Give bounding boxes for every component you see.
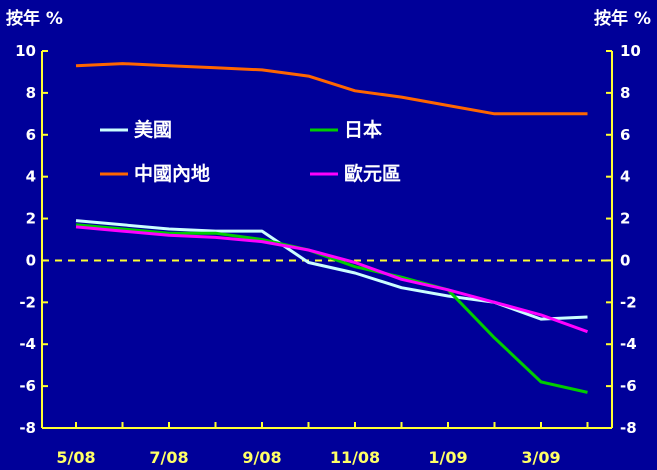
- left-y-tick-label: -4: [19, 335, 36, 353]
- x-tick-label: 1/09: [428, 448, 467, 467]
- legend-label-1: 美國: [134, 118, 172, 141]
- left-y-tick-label: 6: [26, 126, 36, 144]
- right-y-tick-label: 8: [620, 84, 630, 102]
- left-y-tick-label: -2: [19, 293, 36, 311]
- left-y-tick-label: 2: [26, 210, 36, 228]
- left-y-tick-label: 4: [26, 168, 36, 186]
- series-line-3: [75, 62, 588, 116]
- series-line-1: [75, 219, 588, 321]
- x-tick-label: 11/08: [330, 448, 380, 467]
- right-y-tick-label: -8: [620, 419, 637, 437]
- series-line-2: [75, 223, 588, 394]
- series-line-4: [75, 225, 589, 334]
- right-y-tick-label: 6: [620, 126, 630, 144]
- x-tick-label: 5/08: [56, 448, 95, 467]
- right-y-tick-label: 2: [620, 210, 630, 228]
- x-tick-label: 7/08: [149, 448, 188, 467]
- series-lines: [75, 62, 589, 394]
- x-tick-label: 3/09: [521, 448, 560, 467]
- right-y-tick-label: -4: [620, 335, 637, 353]
- left-y-tick-label: -6: [19, 377, 36, 395]
- right-y-tick-label: -2: [620, 293, 637, 311]
- right-y-tick-label: 4: [620, 168, 630, 186]
- x-tick-label: 9/08: [242, 448, 281, 467]
- right-y-tick-label: 10: [620, 42, 641, 60]
- axes: 10 10 8 8 6 6 4 4 2 2 0 0 -2 -2 -4 -4 -6 -6 -8 -8 5/08 7/08 9/…: [15, 42, 641, 467]
- left-y-tick-label: 0: [26, 251, 36, 269]
- left-y-tick-label: 8: [26, 84, 36, 102]
- right-y-tick-label: 0: [620, 251, 630, 269]
- right-y-tick-label: -6: [620, 377, 637, 395]
- left-axis-unit-label: 按年 %: [6, 8, 63, 29]
- legend-label-2: 日本: [344, 118, 382, 141]
- legend-label-4: 歐元區: [344, 162, 401, 185]
- legend-label-3: 中國內地: [134, 162, 210, 185]
- right-axis-unit-label: 按年 %: [594, 8, 651, 29]
- left-y-tick-label: 10: [15, 42, 36, 60]
- left-y-tick-label: -8: [19, 419, 36, 437]
